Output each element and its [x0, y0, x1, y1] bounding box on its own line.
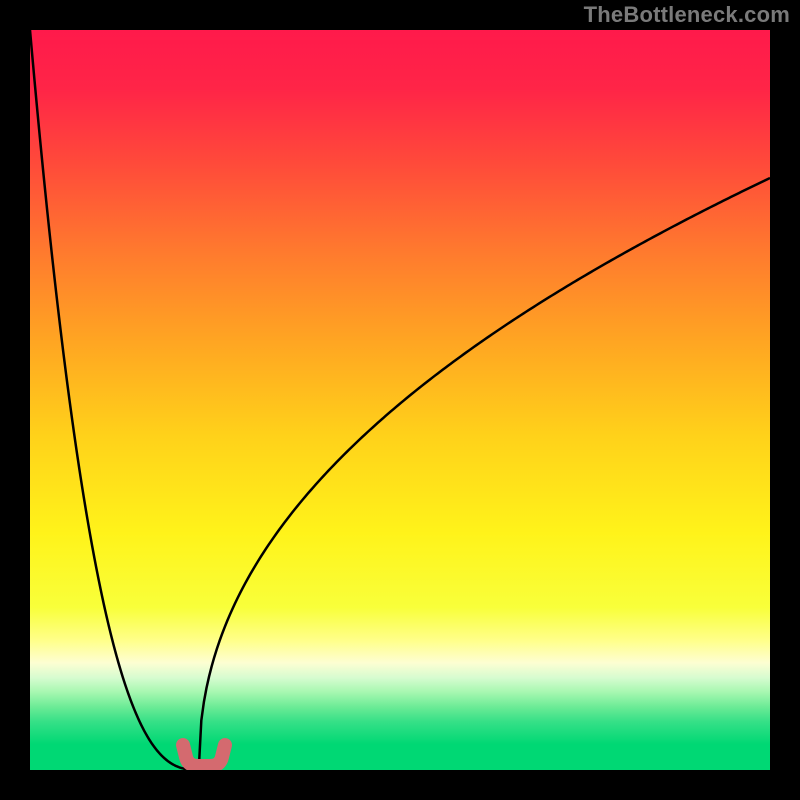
watermark-text: TheBottleneck.com	[584, 2, 790, 28]
chart-svg	[0, 0, 800, 800]
chart-stage: TheBottleneck.com	[0, 0, 800, 800]
plot-background	[30, 30, 770, 770]
